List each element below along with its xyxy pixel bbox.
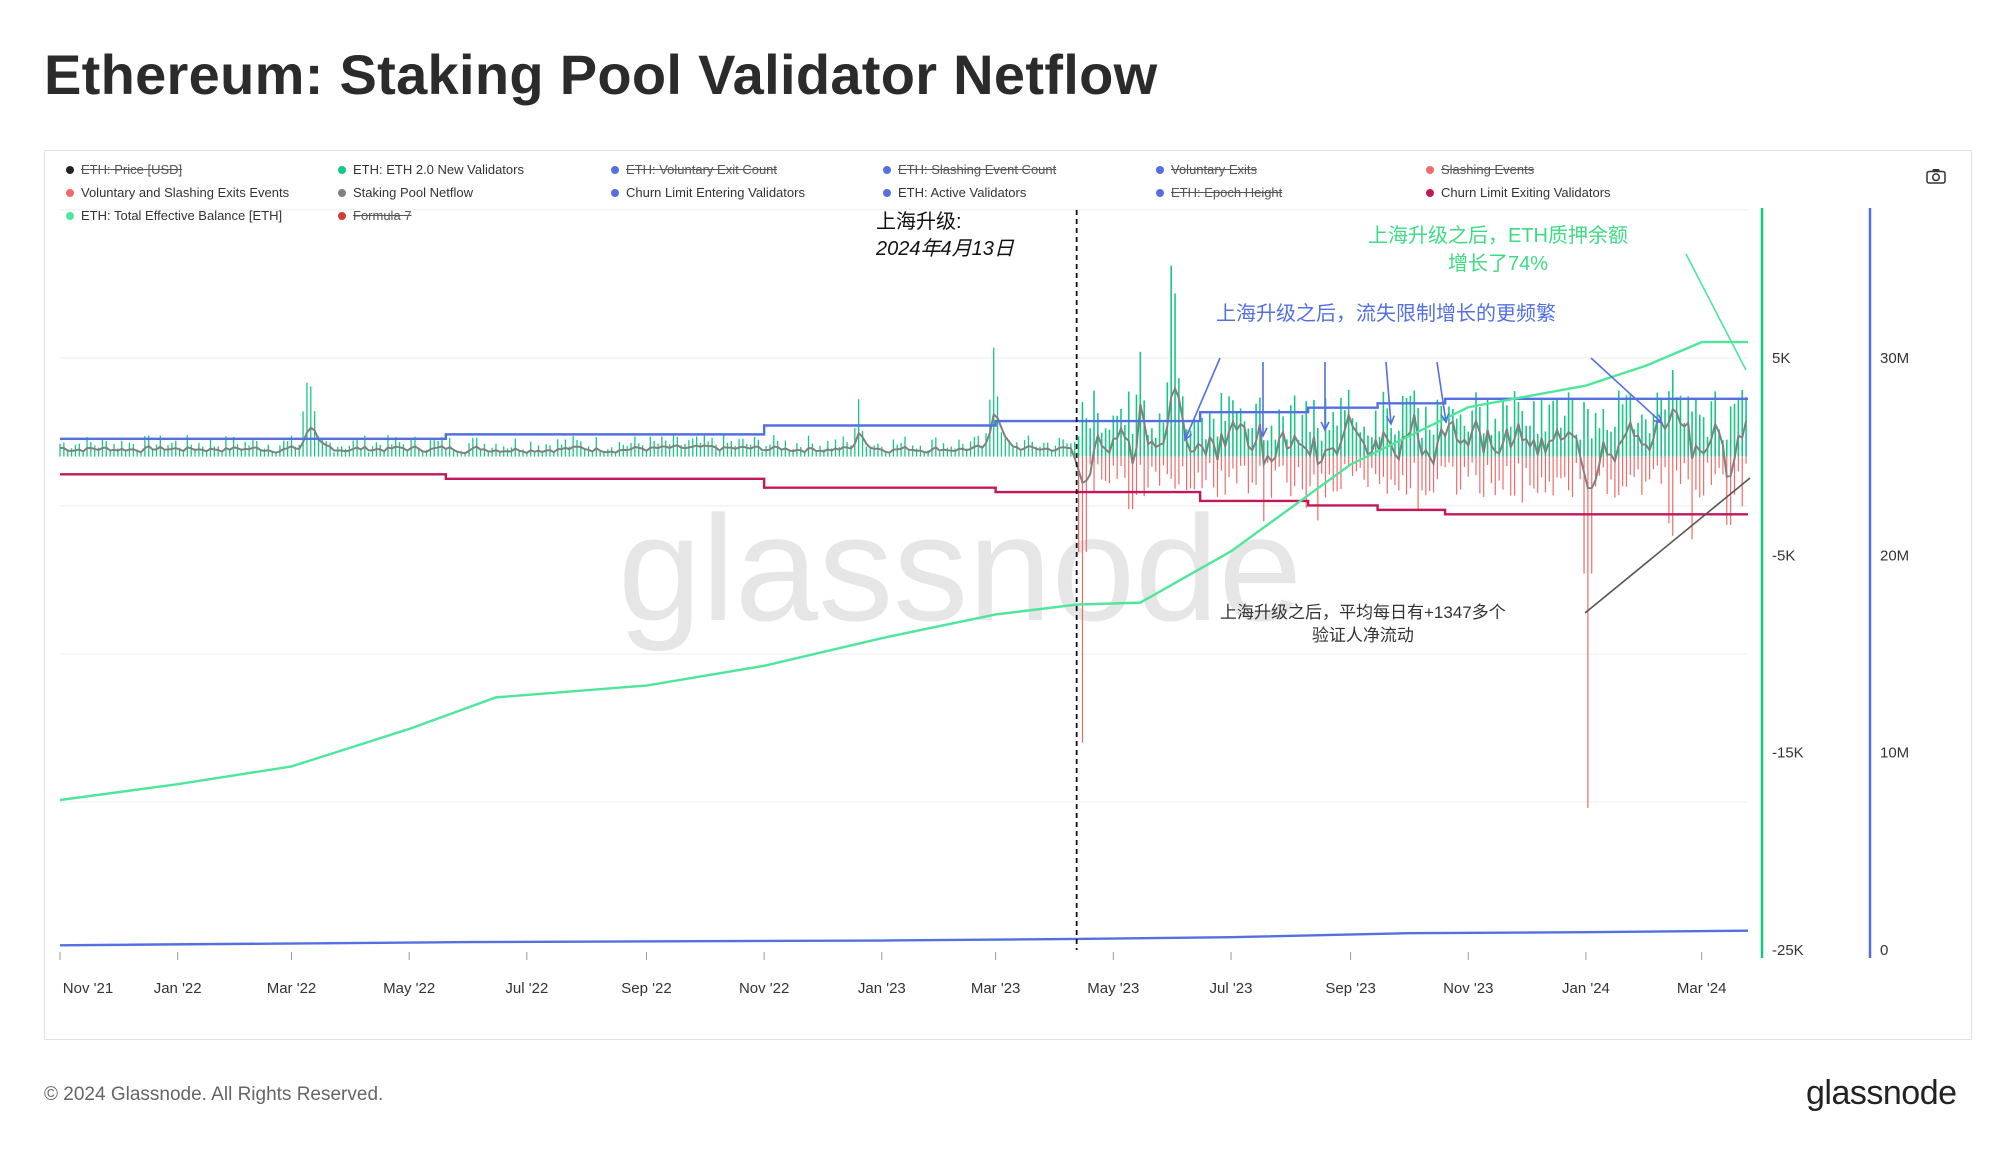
churn-arrowhead	[1653, 414, 1664, 425]
annotation-shanghai: 上海升级: 2024年4月13日	[876, 209, 1014, 263]
x-axis-tick-label: Nov '21	[63, 980, 113, 997]
right-axis-tick-label: 20M	[1880, 547, 1909, 564]
churn-arrow	[1184, 357, 1221, 441]
netflow-pointer-line	[1584, 477, 1751, 614]
annotation-shanghai-line1: 上海升级:	[876, 211, 962, 233]
legend-swatch	[1426, 188, 1434, 197]
legend-item[interactable]: ETH: Epoch Height	[1156, 185, 1282, 200]
x-axis-tick-label: May '23	[1087, 980, 1139, 997]
legend-item[interactable]: ETH: Price [USD]	[66, 162, 182, 177]
left-axis-tick-label: 5K	[1772, 350, 1790, 367]
legend-swatch	[883, 188, 891, 197]
annotation-balance: 上海升级之后，ETH质押余额 增长了74%	[1368, 222, 1628, 278]
churn-arrowhead	[1385, 415, 1395, 426]
legend-swatch	[611, 188, 619, 197]
churn-exiting-line	[60, 473, 1748, 516]
annotation-shanghai-line2: 2024年4月13日	[876, 238, 1014, 260]
legend-item[interactable]: ETH: Active Validators	[883, 185, 1026, 200]
netflow-line	[59, 385, 1748, 490]
x-axis-tick-label: Nov '22	[739, 980, 789, 997]
right-axis-tick-label: 30M	[1880, 350, 1909, 367]
legend-item[interactable]: Churn Limit Entering Validators	[611, 185, 805, 200]
legend-label: ETH: Total Effective Balance [ETH]	[81, 208, 283, 223]
camera-icon[interactable]	[1926, 168, 1946, 184]
legend-swatch	[1156, 188, 1164, 197]
legend-label: ETH: Voluntary Exit Count	[626, 162, 778, 177]
churn-arrow	[1436, 361, 1447, 423]
annotation-balance-line1: 上海升级之后，ETH质押余额	[1368, 225, 1628, 247]
x-axis-tick-label: Jul '23	[1210, 980, 1253, 997]
legend-swatch	[66, 188, 74, 197]
legend-label: Churn Limit Exiting Validators	[1441, 185, 1611, 200]
legend-item[interactable]: ETH: Slashing Event Count	[883, 162, 1056, 177]
chart-title: Ethereum: Staking Pool Validator Netflow	[44, 43, 1158, 106]
x-axis-tick-label: Nov '23	[1443, 980, 1493, 997]
legend: ETH: Price [USD] ETH: ETH 2.0 New Validat…	[66, 162, 1666, 234]
legend-label: Voluntary and Slashing Exits Events	[81, 185, 290, 200]
active-validators-line	[59, 929, 1749, 947]
total-effective-balance-line	[59, 340, 1748, 802]
legend-swatch	[611, 165, 619, 174]
legend-item[interactable]: Staking Pool Netflow	[338, 185, 473, 200]
legend-item[interactable]: Formula 7	[338, 208, 412, 223]
balance-pointer-line	[1685, 253, 1747, 371]
churn-arrow	[1385, 361, 1392, 425]
legend-swatch	[1426, 165, 1434, 174]
legend-item[interactable]: ETH: Voluntary Exit Count	[611, 162, 777, 177]
churn-arrowhead	[1183, 430, 1193, 442]
x-axis-tick-label: Jan '22	[154, 980, 202, 997]
legend-label: ETH: ETH 2.0 New Validators	[353, 162, 524, 177]
left-axis-tick-label: -15K	[1772, 745, 1804, 762]
annotation-churn: 上海升级之后，流失限制增长的更频繁	[1216, 303, 1556, 325]
x-axis-tick-label: Mar '23	[971, 980, 1021, 997]
legend-label: ETH: Epoch Height	[1171, 185, 1283, 200]
legend-label: Churn Limit Entering Validators	[626, 185, 805, 200]
legend-label: Formula 7	[353, 208, 412, 223]
legend-label: ETH: Price [USD]	[81, 162, 183, 177]
churn-arrowhead	[1440, 413, 1450, 424]
annotation-netflow: 上海升级之后，平均每日有+1347多个 验证人净流动	[1220, 601, 1506, 647]
copyright-text: © 2024 Glassnode. All Rights Reserved.	[44, 1084, 384, 1105]
legend-swatch	[66, 211, 74, 220]
x-axis-tick-label: Jul '22	[505, 980, 548, 997]
glassnode-logo: glassnode	[1806, 1074, 1957, 1112]
x-axis-tick-label: Jan '24	[1562, 980, 1610, 997]
chart-frame	[44, 150, 1972, 1040]
legend-item[interactable]: ETH: ETH 2.0 New Validators	[338, 162, 524, 177]
legend-swatch	[338, 165, 346, 174]
right-axis-tick-label: 0	[1880, 942, 1888, 959]
legend-label: ETH: Active Validators	[898, 185, 1027, 200]
legend-item[interactable]: Slashing Events	[1426, 162, 1534, 177]
annotation-balance-line2: 增长了74%	[1447, 253, 1549, 275]
x-axis-tick-label: Jan '23	[858, 980, 906, 997]
annotation-netflow-line2: 验证人净流动	[1311, 626, 1414, 645]
legend-item[interactable]: Voluntary and Slashing Exits Events	[66, 185, 289, 200]
legend-label: ETH: Slashing Event Count	[898, 162, 1057, 177]
x-axis-tick-label: Sep '22	[621, 980, 671, 997]
legend-item[interactable]: ETH: Total Effective Balance [ETH]	[66, 208, 282, 223]
churn-arrowhead	[1258, 427, 1268, 438]
churn-arrowhead	[1320, 421, 1330, 432]
legend-swatch	[338, 211, 346, 220]
legend-swatch	[1156, 165, 1164, 174]
annotation-netflow-line1: 上海升级之后，平均每日有+1347多个	[1220, 603, 1506, 622]
legend-item[interactable]: Churn Limit Exiting Validators	[1426, 185, 1611, 200]
watermark: glassnode	[618, 484, 1302, 652]
legend-swatch	[66, 165, 74, 174]
legend-label: Staking Pool Netflow	[353, 185, 473, 200]
left-axis-tick-label: -5K	[1772, 547, 1795, 564]
legend-item[interactable]: Voluntary Exits	[1156, 162, 1257, 177]
legend-label: Slashing Events	[1441, 162, 1535, 177]
legend-swatch	[883, 165, 891, 174]
legend-swatch	[338, 188, 346, 197]
left-axis-tick-label: -25K	[1772, 942, 1804, 959]
x-axis-tick-label: Mar '24	[1677, 980, 1727, 997]
x-axis-tick-label: Sep '23	[1325, 980, 1375, 997]
x-axis-tick-label: May '22	[383, 980, 435, 997]
right-axis-tick-label: 10M	[1880, 745, 1909, 762]
legend-label: Voluntary Exits	[1171, 162, 1257, 177]
x-axis-tick-label: Mar '22	[267, 980, 317, 997]
churn-arrow	[1590, 357, 1663, 424]
